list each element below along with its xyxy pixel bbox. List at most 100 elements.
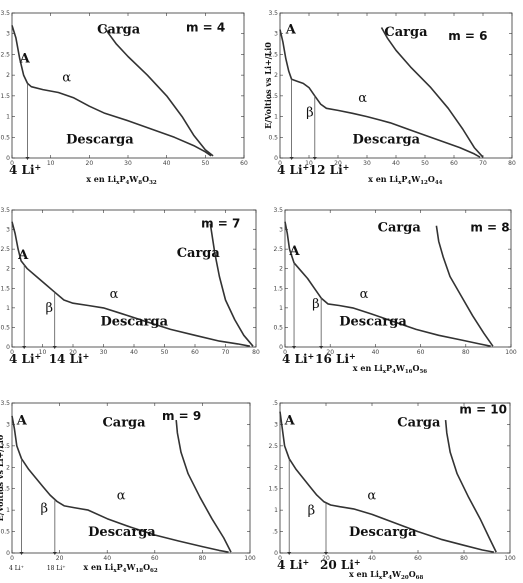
charge-curve [444, 420, 497, 553]
li-sup: + [83, 351, 90, 361]
x-axis-label-sub: x [398, 180, 402, 186]
discharge-curve [279, 29, 481, 158]
x-axis-label-part: O [142, 174, 149, 184]
x-axis-label-sub: 68 [416, 575, 424, 581]
x-axis-label-part: O [143, 562, 150, 572]
x-tick-label: 40 [163, 160, 171, 167]
x-axis-label-sub: 4 [388, 575, 392, 581]
x-axis-label-sub: 4 [123, 568, 127, 574]
li-text: 4 Li [277, 163, 303, 177]
x-axis-label-part: x en Li [86, 174, 116, 184]
arrow-head [25, 157, 30, 160]
arrow-head [22, 346, 27, 349]
phase-label-alpha: α [117, 488, 126, 503]
label-carga: Carga [102, 416, 146, 431]
x-tick-label: 100 [244, 555, 256, 562]
y-tick-label: 2.5 [0, 51, 10, 58]
y-tick-label: 2.5 [268, 51, 278, 58]
panel-2: 0 10 20 30 40 50 60 70 80 0 0.5 1 1.5 2 2.5 3 3.5 Aα β Carg… [263, 10, 516, 186]
charge-curve [435, 225, 494, 347]
label-descarga: Descarga [66, 133, 134, 148]
m-value-label: m = 8 [470, 221, 509, 235]
arrow-head [319, 346, 324, 349]
y-tick-label: 0 [6, 550, 10, 557]
x-axis-label: x en LixP4W8O32 [86, 174, 157, 186]
y-axis-label: E/Voltios vs Li+/Li0 [0, 434, 5, 521]
li-text: 18 Li [47, 565, 63, 572]
phase-label-a: A [16, 413, 28, 428]
x-axis-label-part: P [386, 363, 392, 373]
charge-curve [380, 27, 484, 158]
y-tick-label: 1 [279, 305, 283, 312]
x-tick-label: 80 [252, 349, 260, 356]
y-tick-label: 1 [274, 507, 278, 514]
phase-label-a: A [285, 23, 297, 38]
x-axis-label-sub: 20 [401, 575, 409, 581]
x-axis-label-part: W [410, 174, 421, 184]
x-tick-label: 100 [504, 555, 516, 562]
x-axis-label: x en LixP4W12O44 [368, 174, 442, 186]
y-tick-label: 0.5 [0, 529, 10, 536]
x-tick-label: 0 [10, 555, 14, 562]
li-label-second: 20 Li+ [320, 557, 361, 572]
li-text: 4 Li [9, 163, 35, 177]
y-tick-label: 2.5 [273, 246, 283, 253]
x-tick-label: 20 [322, 555, 330, 562]
li-text: 4 Li [9, 352, 35, 366]
x-axis-label-sub: 4 [125, 180, 129, 186]
li-label-first: 4 Li+ [282, 351, 314, 366]
y-tick-label: 3 [279, 227, 283, 234]
arrow-head [287, 552, 292, 555]
x-axis-label-part: x en Li [368, 174, 398, 184]
label-descarga: Descarga [100, 314, 168, 329]
phase-label-a: A [19, 52, 31, 67]
phase-label-a: A [289, 244, 301, 259]
x-tick-label: 0 [278, 160, 282, 167]
y-tick-label: 1 [6, 507, 10, 514]
li-text: 4 Li [277, 558, 303, 572]
y-tick-label: .5 [272, 400, 278, 407]
y-tick-label: 0 [279, 344, 283, 351]
x-tick-label: 30 [100, 349, 108, 356]
plot-frame [279, 402, 511, 554]
x-axis-label-part: O [412, 363, 419, 373]
x-axis-label-part: W [395, 363, 406, 373]
arrow-head [19, 552, 24, 555]
y-tick-label: 0.5 [0, 134, 10, 141]
phase-label-beta: β [306, 106, 314, 121]
y-tick-label: 1.5 [0, 285, 10, 292]
y-tick-label: 2 [6, 464, 10, 471]
y-tick-label: 1 [6, 305, 10, 312]
y-tick-label: 1 [274, 114, 278, 121]
x-axis-label-sub: x [379, 575, 383, 581]
y-tick-label: 3 [6, 227, 10, 234]
phase-label-beta: β [312, 297, 320, 312]
arrow-head [312, 157, 317, 160]
x-tick-label: 50 [161, 349, 169, 356]
arrow-head [324, 552, 328, 555]
li-label-second: 16 Li+ [315, 351, 356, 366]
x-tick-label: 70 [479, 160, 487, 167]
x-axis-label-part: P [401, 174, 407, 184]
li-sup: + [62, 564, 65, 569]
y-tick-label: 1.5 [268, 486, 278, 493]
x-axis-label-part: x en Li [353, 363, 383, 373]
y-tick-label: 3 [6, 31, 10, 38]
li-sup: + [303, 557, 310, 567]
x-axis-label-sub: 12 [420, 180, 428, 186]
panel-6: 0 20 40 60 80 100 0 .5 1 1.5 2 2.5 3 .5 Aα β Carga Descar… [268, 400, 515, 581]
y-tick-label: 0 [6, 155, 10, 162]
arrow-head [52, 552, 57, 555]
x-tick-label: 60 [417, 349, 425, 356]
li-sup: + [303, 162, 310, 172]
y-tick-label: 1.5 [0, 486, 10, 493]
x-axis-label-sub: 44 [435, 180, 443, 186]
y-tick-label: 1.5 [0, 93, 10, 100]
label-carga: Carga [384, 25, 428, 40]
li-sup: + [354, 557, 361, 567]
y-tick-label: 3 [274, 31, 278, 38]
y-tick-label: 3.5 [0, 10, 10, 17]
li-sup: + [21, 564, 24, 569]
discharge-curve [279, 411, 495, 553]
